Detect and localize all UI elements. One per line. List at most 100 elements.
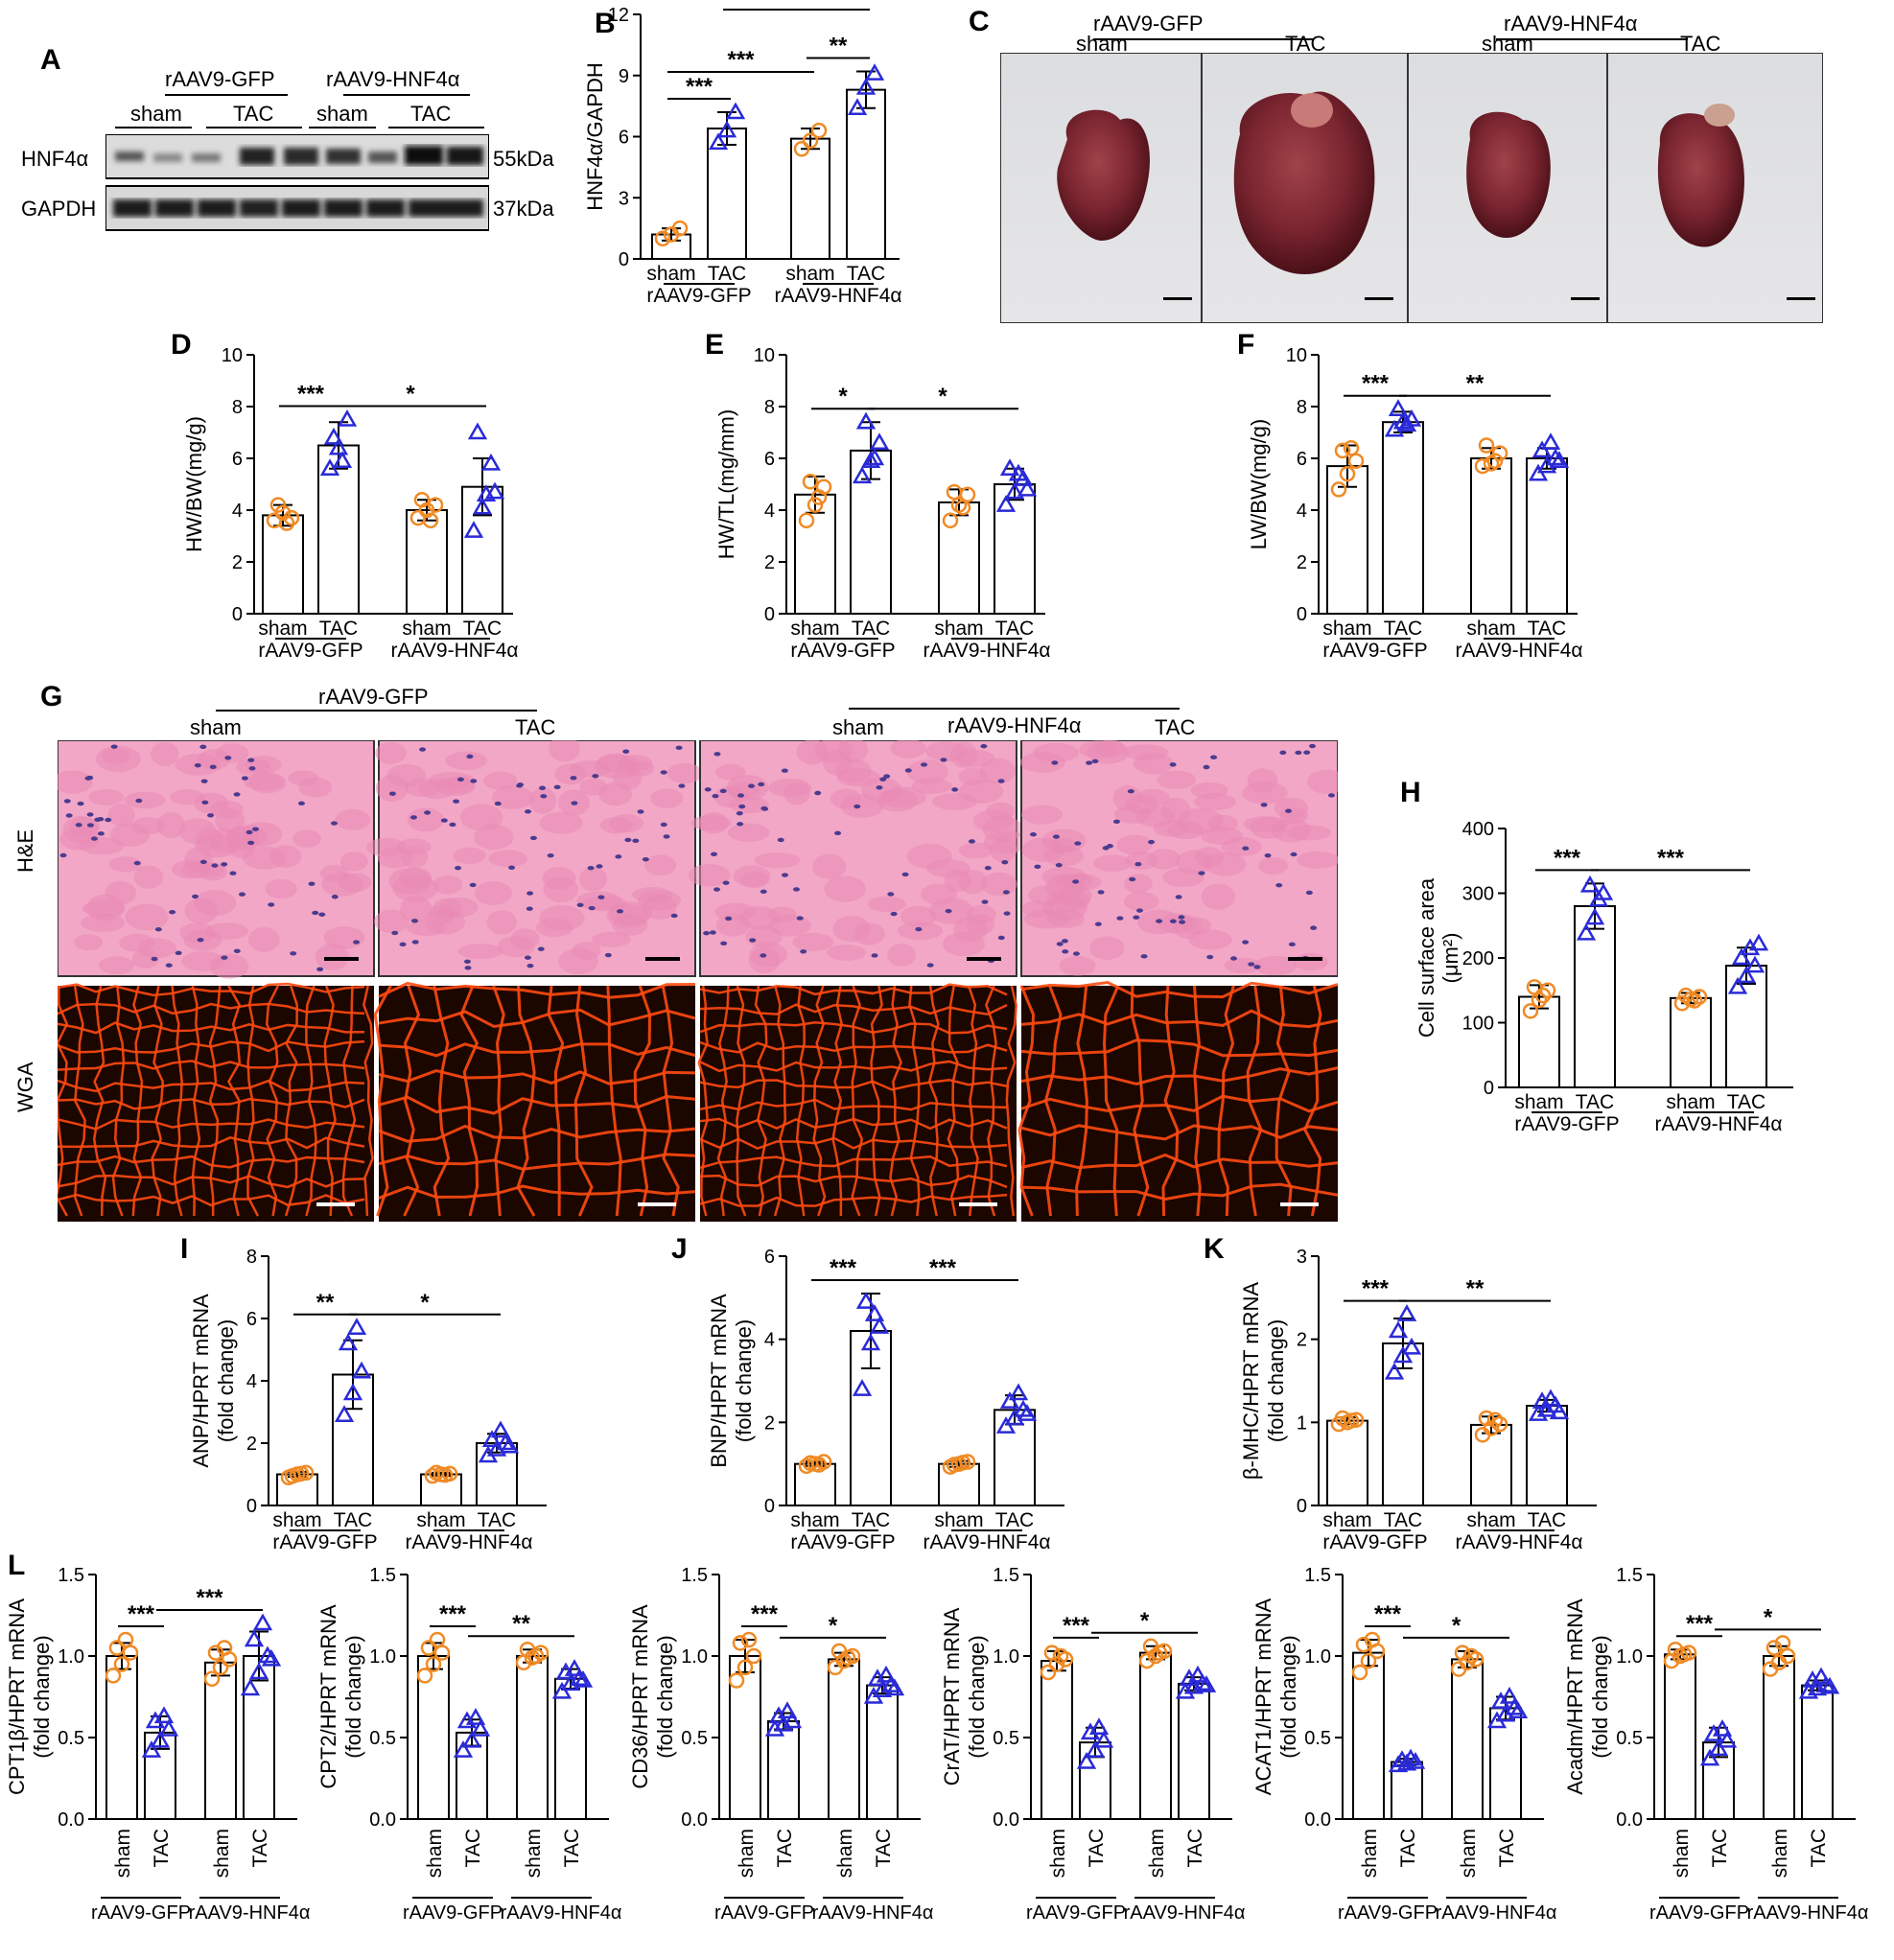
he-cell: [209, 953, 249, 979]
blot-lane-sham-1: sham: [130, 102, 182, 126]
data-point: [1330, 481, 1347, 498]
he-cell: [241, 822, 283, 847]
he-nucleus: [1127, 789, 1134, 794]
he-cell: [1094, 740, 1126, 758]
he-cell: [666, 762, 703, 784]
data-point: [1675, 1646, 1693, 1663]
wga-membrane: [1005, 985, 1017, 1217]
y-tick-label: 0: [1297, 1496, 1307, 1517]
bar: [1518, 995, 1560, 1088]
blot-lane-tac-1-line: [206, 127, 302, 128]
he-nucleus: [133, 860, 141, 866]
data-point: [999, 458, 1020, 477]
bar: [994, 483, 1036, 615]
y-axis-label-2: (fold change): [1276, 1635, 1300, 1758]
x-tick-label: TAC: [462, 1829, 484, 1867]
he-cell: [942, 931, 986, 957]
he-cell: [539, 811, 583, 834]
data-point: [1486, 1412, 1504, 1428]
x-tick-label: TAC: [708, 263, 746, 285]
y-tick-label: 1: [1297, 1412, 1307, 1434]
x-tick-label: TAC: [852, 618, 890, 640]
data-point: [429, 1631, 446, 1648]
he-nucleus: [466, 754, 474, 759]
y-tick-label: 0: [1297, 604, 1307, 625]
data-point: [1334, 442, 1351, 459]
significance-stars: *: [420, 1290, 430, 1316]
data-point: [855, 411, 877, 430]
he-cell: [1254, 955, 1298, 976]
he-nucleus: [537, 946, 545, 951]
he-cell: [579, 867, 608, 892]
x-tick-label: sham: [258, 618, 307, 640]
data-point: [1364, 1631, 1381, 1648]
he-cell: [868, 896, 906, 913]
he-cell: [1201, 827, 1243, 846]
he-cell: [180, 861, 225, 878]
data-point: [292, 1465, 310, 1482]
he-nucleus: [1169, 762, 1177, 767]
he-nucleus: [1210, 755, 1218, 759]
chart-l-acat1: 0.0 0.5 1.0 1.5 ACAT1/HPRT mRNA (fold change)…: [1251, 1565, 1556, 1924]
wga-tile: [697, 983, 1017, 1222]
photo-group-gfp-line: [1093, 38, 1314, 40]
bar: [794, 493, 836, 615]
x-tick-label: sham: [646, 263, 695, 285]
he-nucleus: [201, 800, 209, 805]
he-nucleus: [456, 777, 464, 782]
data-point: [1491, 445, 1508, 461]
heart-gfp-sham: [1057, 109, 1192, 300]
x-group-label: rAAV9-GFP: [790, 1531, 895, 1553]
he-cell: [1201, 883, 1235, 910]
data-point: [1522, 1003, 1539, 1019]
data-point: [1093, 1730, 1114, 1748]
wga-membrane: [967, 985, 979, 1217]
data-point: [328, 437, 349, 455]
data-point: [1043, 1645, 1061, 1661]
data-point: [1454, 1645, 1471, 1661]
panel-letter-f: F: [1237, 329, 1255, 361]
bar: [1526, 457, 1568, 615]
data-point: [716, 120, 737, 138]
he-nucleus: [736, 811, 743, 816]
data-point: [1703, 1724, 1724, 1741]
he-nucleus: [547, 852, 554, 858]
histo-row-wga: WGA: [13, 1062, 37, 1112]
wga-membrane: [1075, 985, 1088, 1217]
he-nucleus: [720, 941, 728, 946]
he-cell: [837, 740, 869, 763]
he-cell: [792, 932, 834, 952]
he-cell: [958, 779, 1004, 804]
he-nucleus: [622, 749, 630, 754]
data-point: [1815, 1675, 1836, 1692]
chart-l-cd36: 0.0 0.5 1.0 1.5 CD36/HPRT mRNA (fold change) *…: [628, 1565, 933, 1924]
data-point: [942, 512, 959, 529]
he-nucleus: [65, 813, 73, 818]
he-cell: [958, 870, 989, 895]
wga-membrane: [378, 1069, 696, 1085]
he-nucleus: [290, 951, 297, 956]
he-nucleus: [1112, 819, 1120, 825]
data-point: [1008, 1383, 1029, 1401]
panel-letter-i: I: [180, 1233, 189, 1265]
x-tick-label: TAC: [1727, 1091, 1765, 1113]
x-tick-label: TAC: [478, 1509, 516, 1531]
he-cell: [890, 740, 926, 758]
he-nucleus: [318, 912, 326, 917]
he-nucleus: [737, 822, 744, 827]
x-group-label: rAAV9-HNF4α: [1455, 640, 1582, 662]
he-nucleus: [921, 762, 928, 767]
he-nucleus: [353, 940, 361, 945]
x-tick-label: sham: [1458, 1829, 1480, 1878]
he-nucleus: [524, 955, 531, 960]
wga-membrane: [699, 1060, 1008, 1073]
data-point: [1052, 1647, 1069, 1665]
he-nucleus: [1242, 846, 1250, 851]
he-nucleus: [587, 866, 595, 871]
he-nucleus: [1295, 750, 1302, 756]
wga-membrane: [403, 985, 421, 1217]
he-cell: [457, 944, 503, 960]
y-tick-label: 2: [764, 1412, 775, 1434]
y-tick-label: 0.5: [1304, 1728, 1331, 1749]
data-point: [1490, 1692, 1511, 1709]
